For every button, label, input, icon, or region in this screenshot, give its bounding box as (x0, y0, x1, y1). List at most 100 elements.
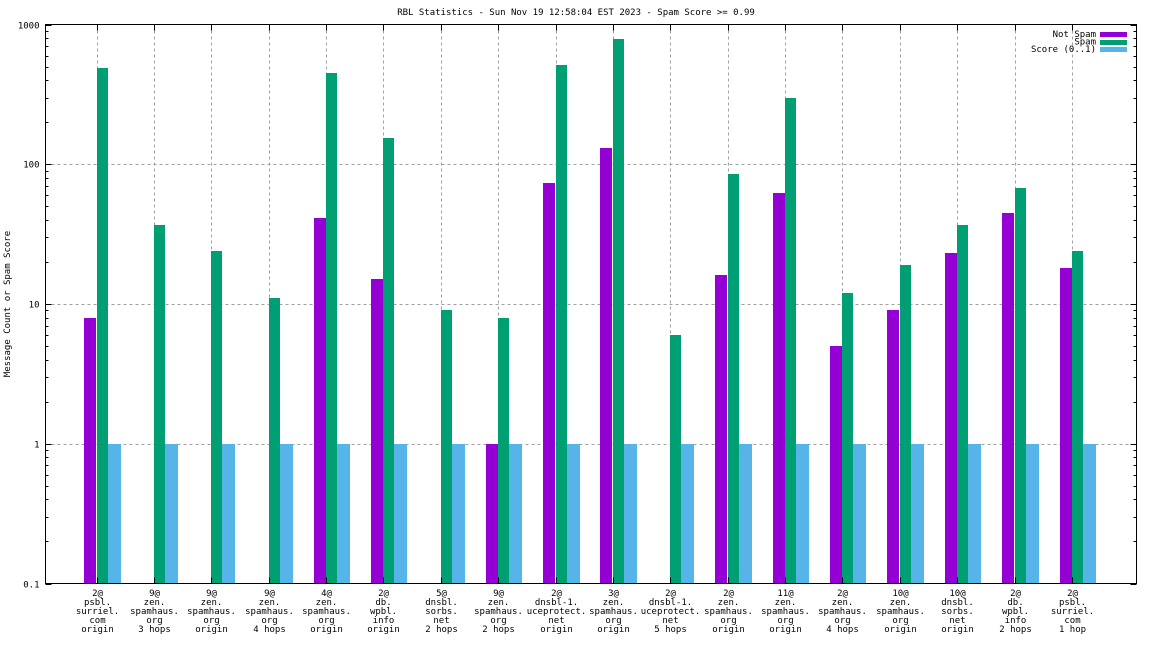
bar-spam (670, 335, 681, 584)
bar-spam (383, 138, 394, 584)
x-tick-label-line: 9@ (206, 589, 217, 599)
bar-score (509, 444, 522, 584)
x-tick-label-line: zen. (718, 598, 740, 608)
y-axis: 0.1 1 10 100 1000 (18, 22, 1137, 591)
bar-not-spam (773, 193, 785, 584)
bar-score (911, 444, 924, 584)
bar-spam (498, 318, 509, 584)
bar-score (222, 444, 235, 584)
bar-not-spam (600, 148, 612, 584)
x-tick-label-line: dnsbl. (941, 598, 974, 608)
x-tick-label-line: net (548, 616, 564, 626)
legend-label: Score (0..1) (1031, 45, 1096, 55)
x-tick-label-line: 5 hops (654, 625, 687, 635)
x-tick-label-line: uceprotect. (527, 607, 587, 617)
legend-label: Not Spam (1053, 30, 1096, 40)
x-tick-label-line: org (605, 616, 621, 626)
bar-score (1083, 444, 1096, 584)
x-tick-label-line: sorbs. (425, 607, 458, 617)
x-tick-label-line: 2 hops (999, 625, 1032, 635)
bar-spam (97, 68, 108, 584)
x-tick-label-line: zen. (775, 598, 797, 608)
x-tick-label-line: 5@ (436, 589, 447, 599)
x-tick-label-line: sorbs. (941, 607, 974, 617)
x-tick-label-line: 2 hops (425, 625, 458, 635)
x-tick-label-line: spamhaus. (876, 607, 925, 617)
x-tick-label-line: 2@ (378, 589, 389, 599)
x-tick-label-line: 11@ (777, 589, 794, 599)
x-tick-label-line: 9@ (493, 589, 504, 599)
bar-score (624, 444, 637, 584)
bar-spam (842, 293, 853, 584)
x-tick-label-line: spamhaus. (302, 607, 351, 617)
bar-not-spam (486, 444, 498, 584)
bar-spam (957, 225, 968, 584)
x-tick-label-line: 2@ (1067, 589, 1078, 599)
y-tick-label: 0.1 (23, 581, 39, 591)
bar-score (567, 444, 580, 584)
bar-not-spam (84, 318, 96, 584)
x-tick-label-line: 3@ (608, 589, 619, 599)
x-tick-label-line: 2@ (837, 589, 848, 599)
x-tick-label-line: origin (941, 625, 974, 635)
x-tick-label-line: surriel. (1051, 607, 1094, 617)
x-tick-label-line: 10@ (892, 589, 909, 599)
y-tick-label: 1000 (18, 22, 40, 32)
bar-spam (1072, 251, 1083, 584)
bar-spam (785, 98, 796, 584)
x-tick-label-line: org (490, 616, 506, 626)
x-tick-label-line: 2@ (665, 589, 676, 599)
x-tick-label-line: 9@ (149, 589, 160, 599)
x-tick-label-line: zen. (890, 598, 912, 608)
x-tick-label-line: uceprotect. (641, 607, 701, 617)
x-tick-label-line: spamhaus. (187, 607, 236, 617)
bar-score (108, 444, 121, 584)
x-tick-label-line: origin (367, 625, 400, 635)
x-tick-label-line: origin (81, 625, 114, 635)
x-tick-label-line: zen. (488, 598, 510, 608)
x-tick-label-line: origin (597, 625, 630, 635)
x-tick-label-line: zen. (201, 598, 223, 608)
bar-score (394, 444, 407, 584)
x-tick-label-line: org (261, 616, 277, 626)
x-tick-label-line: origin (712, 625, 745, 635)
x-tick-label-line: psbl. (84, 598, 111, 608)
x-tick-label-line: 10@ (949, 589, 966, 599)
bar-not-spam (371, 279, 383, 584)
x-tick-label-line: net (662, 616, 678, 626)
legend-label: Spam (1074, 38, 1096, 48)
x-tick-label-line: net (949, 616, 965, 626)
x-tick-label-line: 2@ (723, 589, 734, 599)
bar-spam (154, 225, 165, 584)
x-tick-label-line: db. (375, 598, 391, 608)
x-tick-label-line: zen. (259, 598, 281, 608)
x-tick-label-line: org (892, 616, 908, 626)
x-tick-label-line: wpbl. (1002, 607, 1029, 617)
x-tick-label-line: db. (1007, 598, 1023, 608)
bar-score (452, 444, 465, 584)
bar-spam (211, 251, 222, 584)
bar-score (739, 444, 752, 584)
x-tick-label-line: org (318, 616, 334, 626)
x-tick-label-line: info (373, 616, 395, 626)
bar-spam (441, 310, 452, 584)
y-axis-label: Message Count or Spam Score (3, 231, 13, 377)
x-tick-label-line: zen. (316, 598, 338, 608)
bar-spam (556, 65, 567, 584)
x-tick-label-line: surriel. (76, 607, 119, 617)
x-tick-label-line: origin (540, 625, 573, 635)
x-tick-label-line: spamhaus. (474, 607, 523, 617)
